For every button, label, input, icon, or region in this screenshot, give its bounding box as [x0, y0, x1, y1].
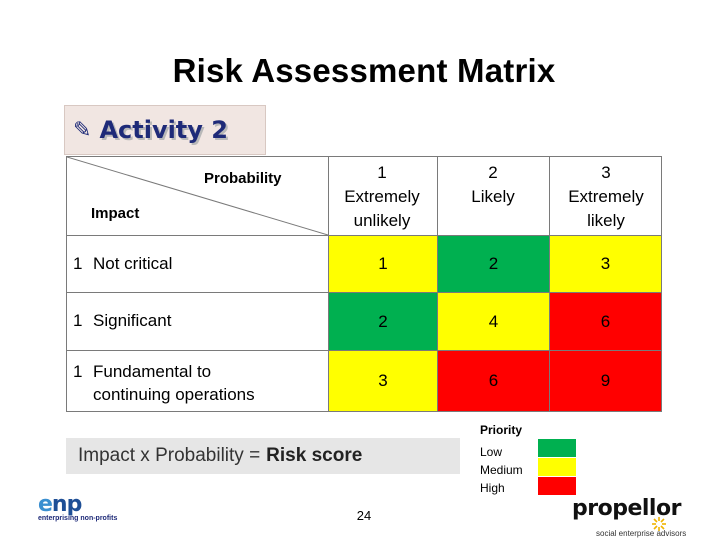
probability-axis-label: Probability: [204, 170, 282, 187]
propellor-logo: propellor social enterprise advisors: [572, 496, 686, 538]
score-cell: 4: [438, 293, 549, 350]
row-number: 1: [73, 254, 83, 273]
formula-result: Risk score: [266, 445, 363, 466]
legend-title: Priority: [480, 423, 523, 437]
impact-axis-label: Impact: [91, 205, 140, 222]
row-label-1: 1 Not critical: [67, 253, 328, 275]
sun-icon: [652, 517, 666, 531]
activity-label: Activity 2: [99, 116, 228, 144]
corner-diagonal: [67, 157, 328, 235]
column-header-text: Likely: [471, 187, 515, 206]
legend-label-medium: Medium: [480, 463, 523, 477]
grid-line: [437, 157, 438, 411]
grid-line: [67, 292, 661, 293]
grid-line: [328, 157, 329, 411]
legend-label-high: High: [480, 481, 505, 495]
logo-tagline: enterprising non-profits: [38, 515, 118, 522]
column-header-2: 2 Likely: [437, 161, 549, 209]
legend-swatch-high: [538, 477, 576, 495]
grid-line: [549, 157, 550, 411]
formula-text: Impact x Probability =: [78, 445, 261, 466]
row-label-2: 1 Significant: [67, 310, 328, 332]
grid-line: [67, 350, 661, 351]
column-header-1: 1 Extremely unlikely: [328, 161, 436, 233]
slide-title: Risk Assessment Matrix: [172, 52, 556, 89]
row-number: 1: [73, 362, 83, 381]
row-text: Significant: [93, 311, 172, 330]
risk-matrix: Probability Impact 1 Extremely unlikely …: [66, 156, 662, 412]
risk-score-formula: Impact x Probability = Risk score: [66, 438, 460, 474]
score-cell: 2: [438, 236, 549, 292]
legend-swatch-low: [538, 439, 576, 457]
row-label-3: 1 Fundamental to continuing operations: [67, 361, 328, 407]
score-cell: 6: [438, 351, 549, 411]
row-text: continuing operations: [93, 385, 255, 404]
logo-letter: e: [38, 492, 53, 517]
row-number: 1: [73, 311, 83, 330]
score-cell: 6: [550, 293, 661, 350]
logo-tagline: social enterprise advisors: [596, 529, 687, 538]
column-header-text: Extremely: [568, 187, 644, 206]
legend-swatch-medium: [538, 458, 576, 476]
activity-banner: ✎ Activity 2: [64, 105, 266, 155]
pen-icon: ✎: [73, 117, 92, 142]
score-cell: 3: [329, 351, 437, 411]
row-text: Fundamental to: [93, 362, 212, 381]
column-header-number: 3: [601, 163, 611, 182]
column-header-text: unlikely: [353, 211, 411, 230]
logo-text: np: [51, 492, 82, 517]
column-header-3: 3 Extremely likely: [550, 161, 662, 233]
logo-text: propellor: [572, 496, 681, 521]
score-cell: 3: [550, 236, 661, 292]
column-header-number: 1: [377, 163, 387, 182]
enp-logo: enp enterprising non-profits: [38, 492, 117, 522]
legend-label-low: Low: [480, 445, 503, 459]
page-number: 24: [356, 508, 372, 523]
score-cell: 1: [329, 236, 437, 292]
row-text: Not critical: [93, 254, 173, 273]
column-header-text: likely: [587, 211, 625, 230]
grid-line: [67, 235, 661, 236]
score-cell: 9: [550, 351, 661, 411]
column-header-number: 2: [488, 163, 498, 182]
column-header-text: Extremely: [344, 187, 420, 206]
score-cell: 2: [329, 293, 437, 350]
